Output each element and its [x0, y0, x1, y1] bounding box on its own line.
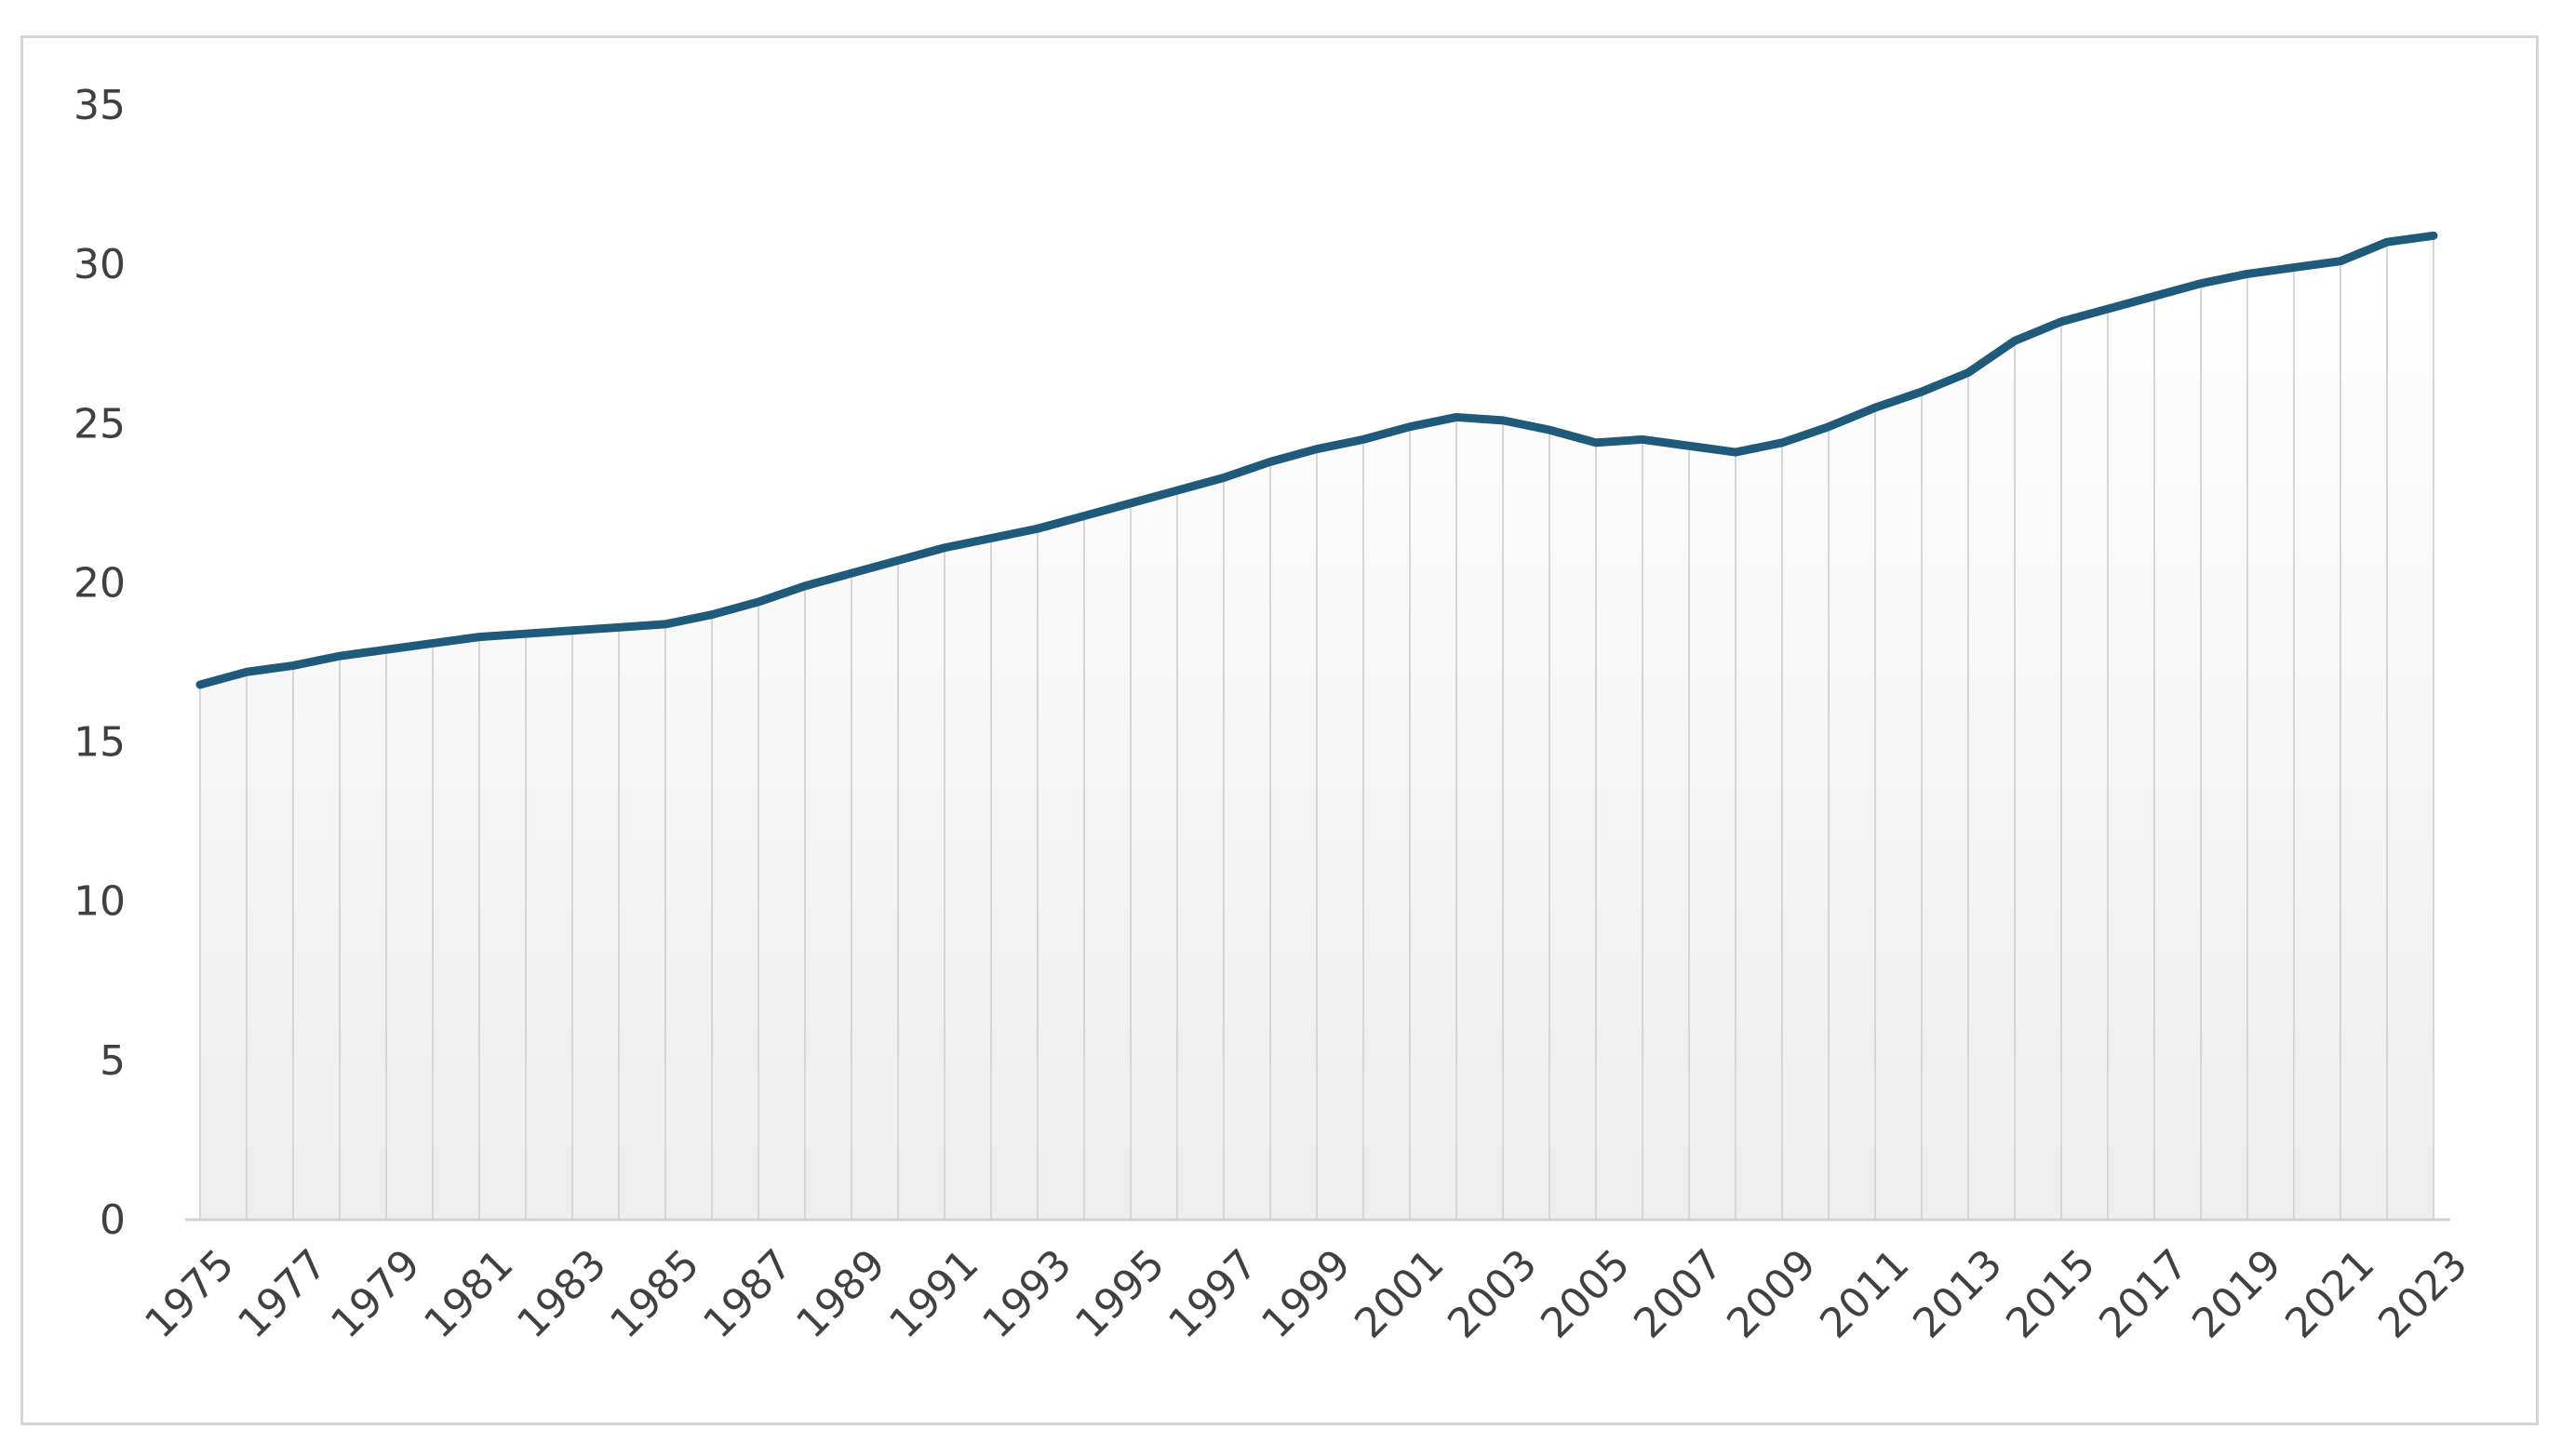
x-tick-label: 2021 — [2276, 1240, 2383, 1347]
y-axis-labels: 0 5 10 15 20 25 30 35 — [74, 82, 126, 1244]
x-tick-label: 2009 — [1718, 1240, 1825, 1347]
x-tick-label: 1995 — [1066, 1240, 1173, 1347]
x-tick-label: 1991 — [880, 1240, 987, 1347]
x-tick-label: 1987 — [694, 1240, 801, 1347]
y-tick-label: 10 — [74, 878, 126, 926]
series-line — [195, 231, 2438, 689]
y-tick-label: 35 — [74, 82, 126, 129]
x-tick-label: 1993 — [973, 1240, 1080, 1347]
x-tick-label: 1979 — [322, 1240, 429, 1347]
x-tick-label: 2015 — [1997, 1240, 2104, 1347]
y-tick-label: 0 — [100, 1196, 126, 1244]
chart-frame: 0 5 10 15 20 25 30 35 1975 1977 1979 1981 1983 1985 1… — [20, 35, 2539, 1425]
x-tick-label: 1989 — [787, 1240, 894, 1347]
x-tick-label: 1997 — [1160, 1240, 1267, 1347]
x-tick-label: 1981 — [415, 1240, 522, 1347]
x-tick-label: 2011 — [1811, 1240, 1918, 1347]
y-tick-label: 5 — [100, 1037, 126, 1085]
y-tick-label: 20 — [74, 559, 126, 607]
y-tick-label: 15 — [74, 719, 126, 767]
x-axis-labels: 1975197719791981198319851987198919911993… — [136, 1240, 2476, 1347]
x-tick-label: 2001 — [1346, 1240, 1453, 1347]
x-tick-label: 2007 — [1625, 1240, 1732, 1347]
x-tick-label: 1985 — [601, 1240, 708, 1347]
y-tick-label: 30 — [74, 241, 126, 288]
series-layer — [195, 231, 2438, 689]
x-tick-label: 1975 — [136, 1240, 243, 1347]
x-tick-label: 2023 — [2369, 1240, 2476, 1347]
x-tick-label: 2013 — [1904, 1240, 2011, 1347]
x-tick-label: 1977 — [229, 1240, 336, 1347]
x-tick-label: 2005 — [1532, 1240, 1639, 1347]
x-tick-label: 2003 — [1439, 1240, 1546, 1347]
y-tick-label: 25 — [74, 400, 126, 447]
x-tick-label: 1999 — [1253, 1240, 1360, 1347]
drop-lines — [199, 235, 2434, 1220]
x-tick-label: 2017 — [2090, 1240, 2197, 1347]
x-tick-label: 1983 — [508, 1240, 615, 1347]
x-tick-label: 2019 — [2183, 1240, 2290, 1347]
